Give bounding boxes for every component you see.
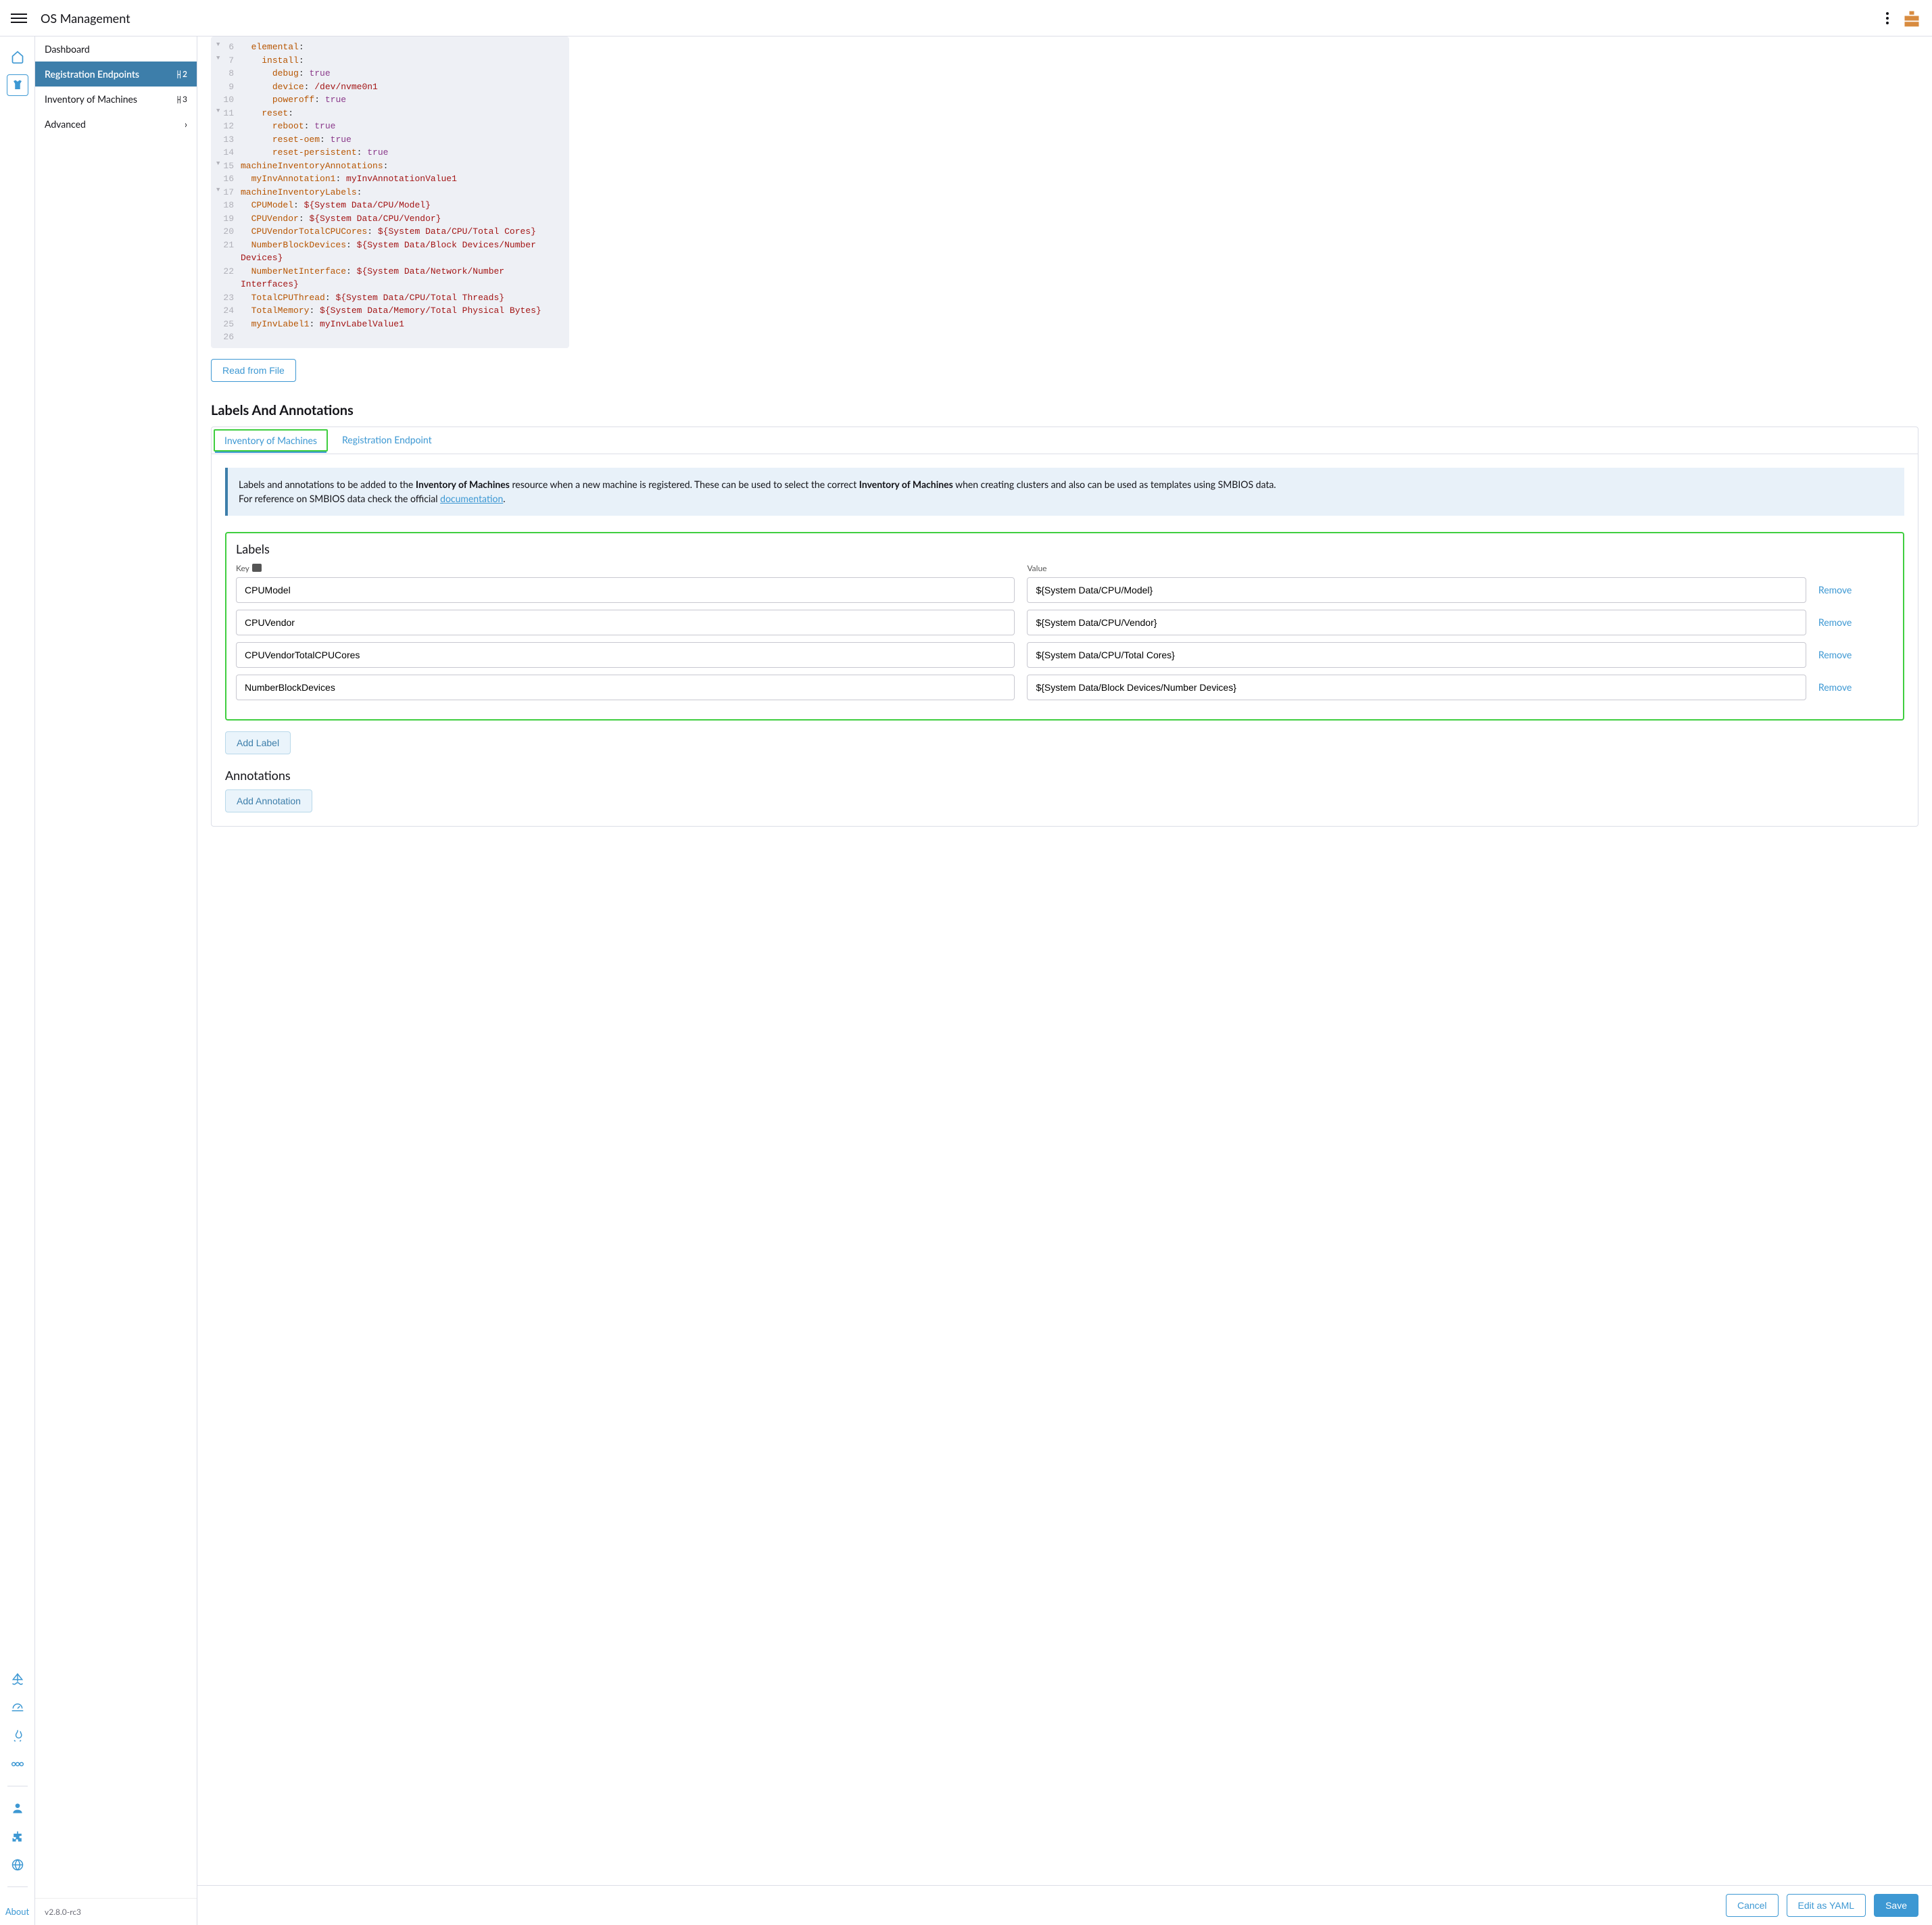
value-header: Value [1027,563,1806,573]
label-row: Remove [236,577,1893,603]
label-row: Remove [236,642,1893,668]
label-value-input[interactable] [1027,610,1806,635]
label-value-input[interactable] [1027,642,1806,668]
fire-icon[interactable] [7,1725,28,1747]
sidebar-item[interactable]: Registration Endpoints|-| 2 [35,62,197,87]
dashboard-icon[interactable] [7,1697,28,1718]
add-label-button[interactable]: Add Label [225,731,291,754]
about-link[interactable]: About [5,1898,29,1925]
home-icon[interactable] [7,46,28,68]
labels-section: Labels Key Value Remove Remove Remove Remov… [225,532,1904,721]
labels-title: Labels [236,541,1893,556]
save-button[interactable]: Save [1874,1894,1918,1917]
user-icon[interactable] [7,1797,28,1819]
remove-link[interactable]: Remove [1818,681,1856,693]
label-key-input[interactable] [236,642,1015,668]
section-title: Labels And Annotations [211,402,1918,418]
remove-link[interactable]: Remove [1818,584,1856,595]
label-row: Remove [236,610,1893,635]
remove-link[interactable]: Remove [1818,616,1856,628]
label-key-input[interactable] [236,577,1015,603]
label-value-input[interactable] [1027,577,1806,603]
footer-bar: Cancel Edit as YAML Save [197,1885,1932,1925]
tab-registration[interactable]: Registration Endpoint [330,427,444,454]
kebab-icon[interactable] [1886,12,1889,24]
brand-icon [1902,9,1921,28]
cancel-button[interactable]: Cancel [1726,1894,1779,1917]
globe-icon[interactable] [7,1854,28,1876]
topbar: OS Management [0,0,1932,36]
labels-annotations-box: Inventory of Machines Registration Endpo… [211,427,1918,827]
info-icon[interactable] [252,564,262,572]
yaml-editor[interactable]: 6▼ elemental:7▼ install:8 debug: true9 d… [211,36,569,348]
menu-icon[interactable] [11,10,27,26]
annotations-title: Annotations [225,768,1904,783]
label-value-input[interactable] [1027,675,1806,700]
remove-link[interactable]: Remove [1818,649,1856,660]
version-label: v2.8.0-rc3 [35,1898,197,1925]
sidebar-item[interactable]: Advanced› [35,112,197,137]
label-key-input[interactable] [236,610,1015,635]
add-annotation-button[interactable]: Add Annotation [225,789,312,812]
tab-inventory[interactable]: Inventory of Machines [214,429,328,452]
icon-rail: About [0,36,35,1925]
sidebar-item[interactable]: Inventory of Machines|-| 3 [35,87,197,112]
sidebar-item[interactable]: Dashboard [35,36,197,62]
chain-icon[interactable] [7,1753,28,1775]
boat-icon[interactable] [7,1668,28,1690]
sidebar: DashboardRegistration Endpoints|-| 2Inve… [35,36,197,1925]
shirt-icon[interactable] [7,74,28,96]
edit-yaml-button[interactable]: Edit as YAML [1787,1894,1866,1917]
label-key-input[interactable] [236,675,1015,700]
documentation-link[interactable]: documentation [440,493,503,504]
page-title: OS Management [41,11,1886,26]
read-from-file-button[interactable]: Read from File [211,359,296,382]
key-header: Key [236,563,249,573]
puzzle-icon[interactable] [7,1826,28,1847]
main-content: 6▼ elemental:7▼ install:8 debug: true9 d… [197,36,1932,1925]
label-row: Remove [236,675,1893,700]
info-banner: Labels and annotations to be added to th… [225,468,1904,516]
